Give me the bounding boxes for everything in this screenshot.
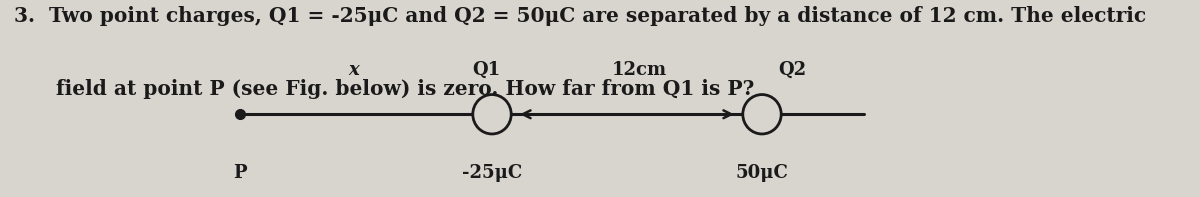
Text: x: x xyxy=(349,61,359,79)
Text: 12cm: 12cm xyxy=(612,61,666,79)
Text: Q2: Q2 xyxy=(778,61,806,79)
Text: -25μC: -25μC xyxy=(462,164,522,181)
Text: Q1: Q1 xyxy=(472,61,500,79)
Text: 3.  Two point charges, Q1 = -25μC and Q2 = 50μC are separated by a distance of 1: 3. Two point charges, Q1 = -25μC and Q2 … xyxy=(14,6,1146,26)
Ellipse shape xyxy=(743,95,781,134)
Text: P: P xyxy=(233,164,247,181)
Ellipse shape xyxy=(473,95,511,134)
Text: 50μC: 50μC xyxy=(736,164,788,181)
Text: field at point P (see Fig. below) is zero. How far from Q1 is P?: field at point P (see Fig. below) is zer… xyxy=(14,79,755,99)
